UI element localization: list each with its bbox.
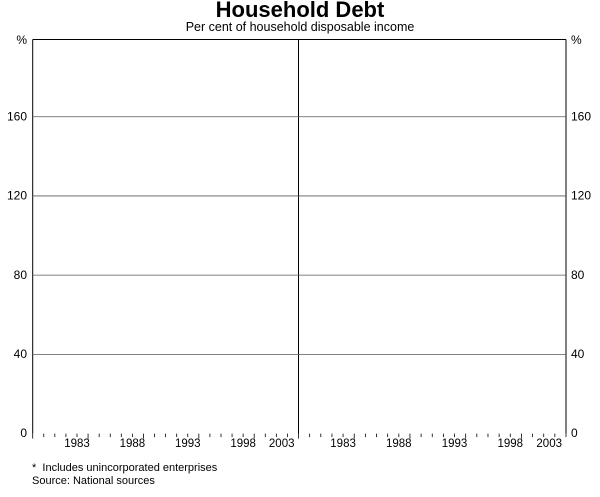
svg-text:40: 40 — [14, 347, 28, 361]
svg-text:Source: National sources: Source: National sources — [32, 475, 155, 487]
svg-text:2003: 2003 — [536, 438, 562, 450]
svg-text:160: 160 — [7, 110, 27, 124]
svg-text:1988: 1988 — [120, 438, 146, 450]
svg-text:1993: 1993 — [442, 438, 468, 450]
svg-text:* Includes unincorporated ent: * Includes unincorporated enterprises — [32, 462, 218, 474]
svg-text:Household Debt: Household Debt — [216, 0, 385, 22]
svg-text:80: 80 — [571, 268, 585, 282]
svg-text:120: 120 — [571, 189, 591, 203]
svg-text:120: 120 — [7, 189, 27, 203]
svg-text:1983: 1983 — [330, 438, 356, 450]
svg-text:40: 40 — [571, 347, 585, 361]
svg-text:1998: 1998 — [497, 438, 523, 450]
svg-text:2003: 2003 — [269, 438, 295, 450]
svg-text:Per cent of household disposab: Per cent of household disposable income — [186, 20, 415, 34]
svg-text:1993: 1993 — [175, 438, 201, 450]
svg-text:%: % — [571, 33, 582, 47]
svg-text:80: 80 — [14, 268, 28, 282]
svg-text:1988: 1988 — [386, 438, 412, 450]
svg-text:%: % — [16, 33, 27, 47]
svg-text:0: 0 — [571, 426, 578, 440]
svg-text:1998: 1998 — [230, 438, 256, 450]
svg-text:0: 0 — [20, 426, 27, 440]
svg-text:160: 160 — [571, 110, 591, 124]
svg-text:1983: 1983 — [64, 438, 90, 450]
